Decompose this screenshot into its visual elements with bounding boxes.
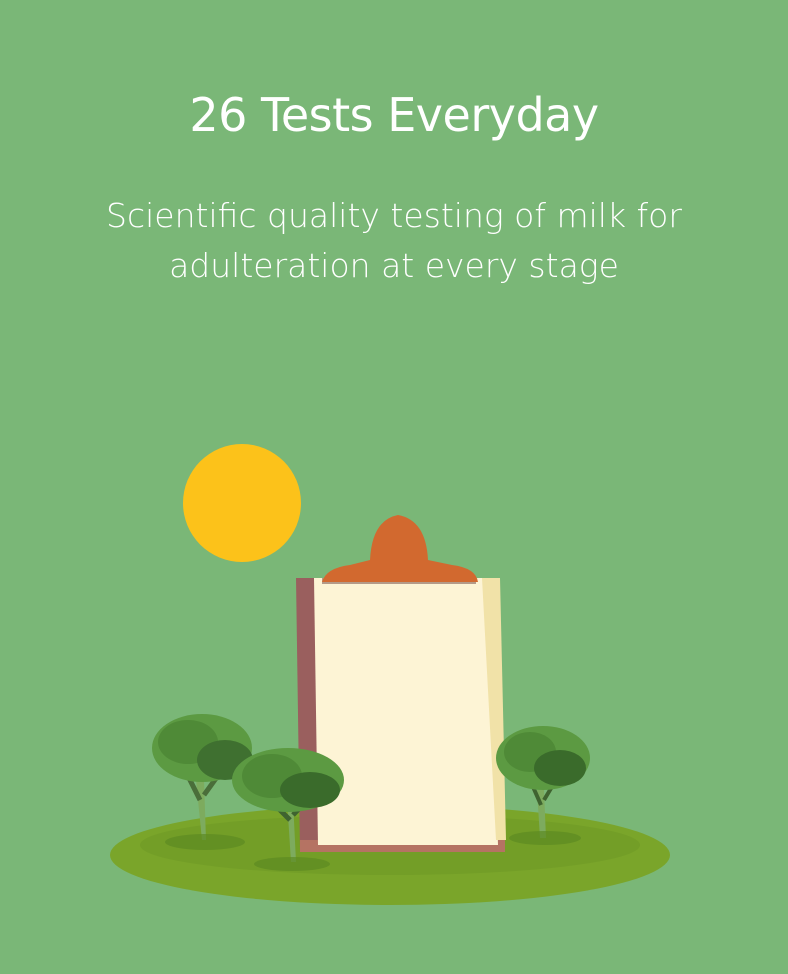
testing-illustration (110, 444, 670, 905)
tree-shadow (254, 857, 330, 871)
tree-shadow (509, 831, 581, 845)
card-title: 26 Tests Everyday (189, 88, 599, 142)
card-subtitle: Scientific quality testing of milk for a… (0, 191, 788, 291)
sun-icon (183, 444, 301, 562)
tree-icon (496, 726, 590, 838)
tree-icon (232, 748, 344, 862)
tree-icon (152, 714, 253, 840)
tree-shadow (165, 834, 245, 850)
card-subtitle-line-2: adulteration at every stage (169, 246, 619, 285)
card-subtitle-line-1: Scientific quality testing of milk for (106, 196, 682, 235)
clipboard-icon (296, 515, 506, 852)
